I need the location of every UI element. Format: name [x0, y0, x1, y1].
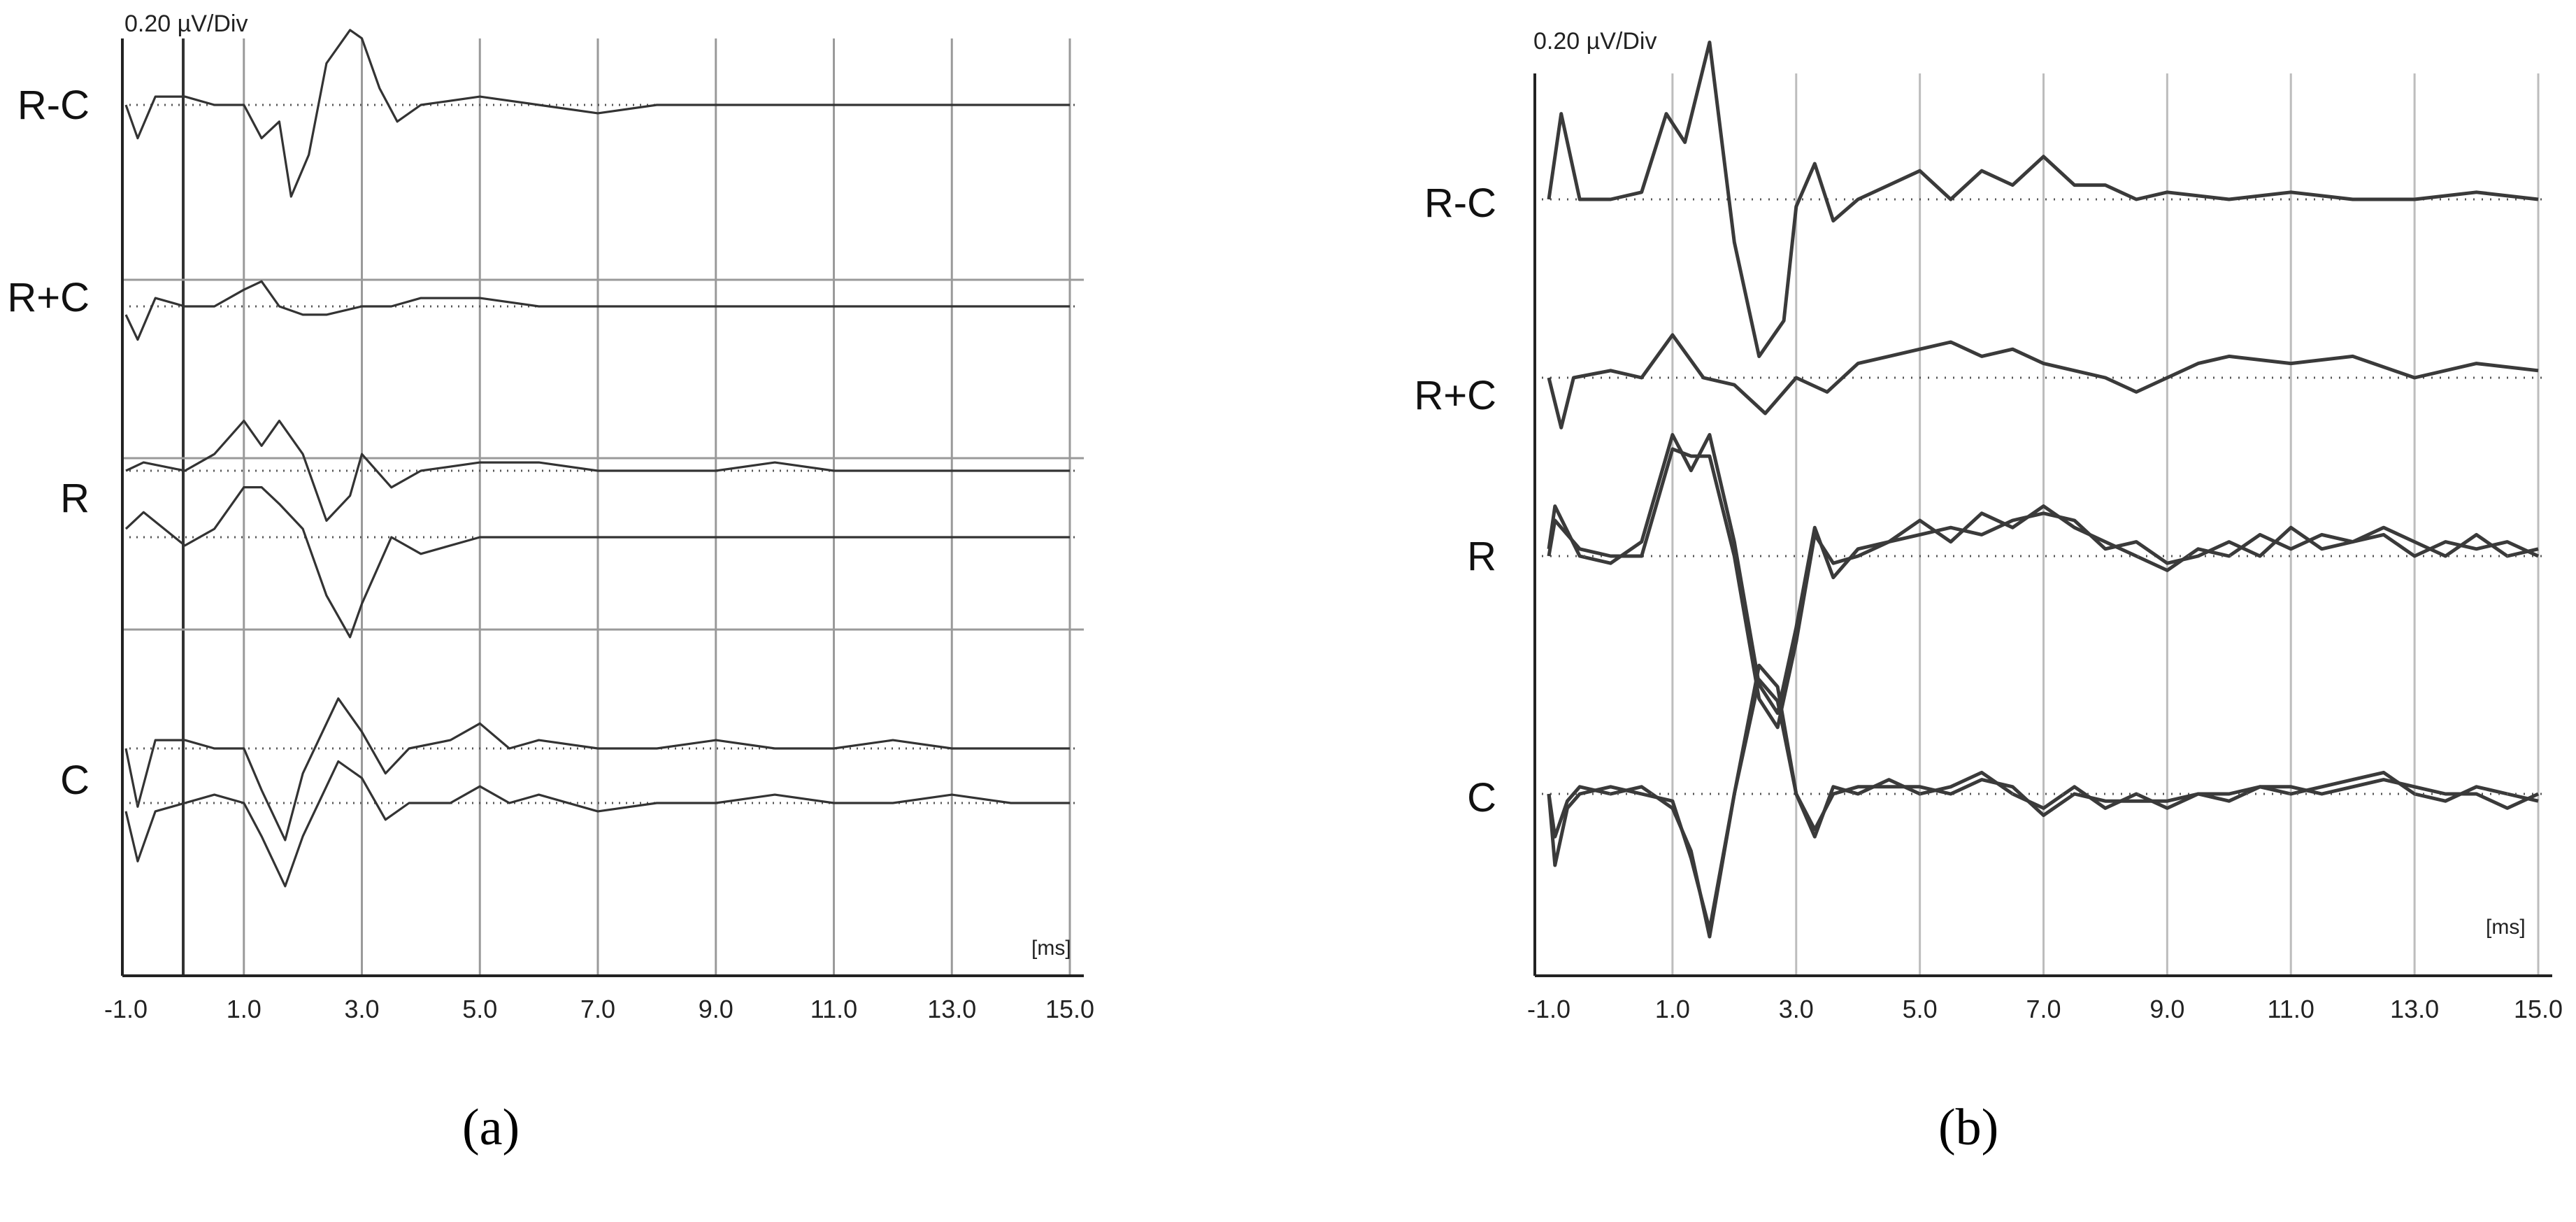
panel-a-group-label-R-C: R-C [17, 83, 90, 128]
panel-b-trace-R-C-1 [1547, 41, 2539, 358]
panel-a-trace-C-2 [124, 760, 1070, 888]
panel-a-x-tick-label: 13.0 [927, 995, 976, 1023]
panel-a-trace-C-1 [124, 697, 1070, 841]
panel-a-trace-R-C-1 [124, 29, 1070, 198]
panel-b-x-tick-label: 9.0 [2149, 995, 2184, 1023]
panel-a-group-label-R+C: R+C [7, 275, 90, 320]
panel-b-unit-label: [ms] [2486, 916, 2526, 939]
panel-b-group-label-R+C: R+C [1414, 373, 1496, 418]
panel-b-trace-C-2 [1547, 663, 2540, 932]
panel-b-x-tick-label: 11.0 [2268, 995, 2314, 1023]
panel-a-group-label-R: R [60, 476, 90, 521]
panel-a-trace-R-2 [124, 485, 1070, 639]
panel-a-x-tick-label: 9.0 [699, 995, 734, 1023]
panel-b-caption: (b) [1938, 1099, 1999, 1156]
panel-b-group-label-C: C [1467, 775, 1496, 820]
panel-b-trace-R-2 [1547, 447, 2540, 730]
panel-a-x-tick-label: 11.0 [810, 995, 857, 1023]
panel-b-scale-label: 0.20 µV/Div [1533, 28, 1656, 55]
panel-a-unit-label: [ms] [1031, 937, 1071, 960]
panel-b-x-tick-label: 3.0 [1779, 995, 1814, 1023]
panel-a-trace-R-1 [125, 419, 1070, 523]
panel-a-x-tick-label: 15.0 [1045, 995, 1094, 1023]
panel-a-caption: (a) [462, 1099, 520, 1156]
panel-b-x-tick-label: 1.0 [1655, 995, 1690, 1023]
panel-b-x-tick-label: 5.0 [1903, 995, 1938, 1023]
panel-a-x-tick-label: 1.0 [227, 995, 262, 1023]
panel-a-group-label-C: C [60, 758, 90, 803]
panel-a-trace-R+C-1 [124, 280, 1070, 341]
panel-a-chart: -1.0 1.0 3.0 5.0 7.0 9.0 11.0 13.0 15.0 0.20 µV/D… [7, 10, 1094, 1023]
panel-b-x-tick-label: 7.0 [2026, 995, 2061, 1023]
panel-a-scale-label: 0.20 µV/Div [124, 10, 248, 37]
panel-a-x-tick-label: 7.0 [580, 995, 615, 1023]
panel-a-x-tick-label: -1.0 [104, 995, 148, 1023]
panel-b-chart: -1.0 1.0 3.0 5.0 7.0 9.0 11.0 13.0 15.0 0.20 µV/D… [1414, 28, 2563, 1023]
panel-a-x-tick-label: 5.0 [462, 995, 497, 1023]
panel-b-group-label-R-C: R-C [1424, 180, 1496, 226]
panel-b-group-label-R: R [1467, 534, 1496, 579]
panel-a-x-tick-label: 3.0 [344, 995, 379, 1023]
panel-b-x-tick-label: -1.0 [1527, 995, 1570, 1023]
panel-b-x-tick-label: 15.0 [2514, 995, 2563, 1023]
panel-b-x-tick-label: 13.0 [2390, 995, 2439, 1023]
panel-b-trace-R+C-1 [1547, 333, 2539, 429]
